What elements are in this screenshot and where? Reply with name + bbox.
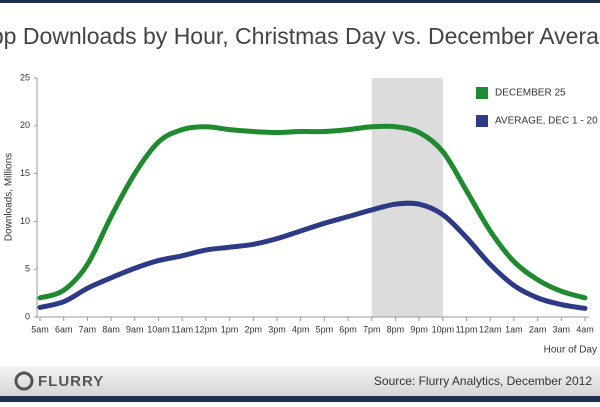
y-tick-label: 0 (25, 311, 30, 321)
x-tick-label: 10pm (432, 324, 455, 334)
y-axis-label: Downloads, Millions (4, 153, 15, 241)
y-tick-label: 5 (25, 264, 30, 274)
x-tick-label: 7am (79, 324, 97, 334)
x-tick-label: 5pm (316, 324, 334, 334)
x-tick-label: 7pm (363, 324, 381, 334)
y-tick-label: 20 (20, 120, 30, 130)
y-tick-label: 10 (20, 216, 30, 226)
x-tick-label: 12pm (195, 324, 218, 334)
x-tick-label: 9am (126, 324, 144, 334)
x-tick-label: 11pm (456, 324, 478, 334)
bottom-stripe (0, 396, 600, 402)
x-tick-label: 4pm (292, 324, 310, 334)
x-tick-label: 12am (479, 324, 502, 334)
x-tick-label: 10am (147, 324, 170, 334)
legend-label: AVERAGE, DEC 1 - 20 (495, 116, 598, 127)
x-tick-label: 2pm (245, 324, 263, 334)
series-line (37, 200, 588, 311)
x-axis-label: Hour of Day (544, 345, 597, 356)
band-layer (371, 78, 443, 317)
x-tick-label: 5am (31, 324, 49, 334)
chart-title: App Downloads by Hour, Christmas Day vs.… (0, 23, 600, 49)
source-note: Source: Flurry Analytics, December 2012 (374, 374, 592, 388)
x-tick-label: 4am (576, 324, 594, 334)
x-tick-label: 2am (529, 324, 547, 334)
series-line (37, 123, 588, 301)
legend-swatch (476, 115, 488, 127)
x-tick-label: 9pm (410, 324, 428, 334)
x-tick-label: 8am (102, 324, 120, 334)
x-tick-label: 1pm (221, 324, 239, 334)
logo-icon (14, 371, 34, 391)
legend-swatch (476, 87, 488, 99)
logo: FLURRY (38, 373, 104, 390)
legend-label: DECEMBER 25 (495, 88, 566, 99)
x-tick-label: 1am (505, 324, 523, 334)
x-tick-label: 3pm (268, 324, 286, 334)
top-stripe (0, 0, 600, 3)
y-tick-label: 25 (20, 72, 30, 82)
highlight-band (371, 78, 443, 317)
x-tick-label: 6pm (339, 324, 357, 334)
y-tick-label: 15 (20, 168, 30, 178)
x-tick-label: 8pm (387, 324, 405, 334)
x-tick-label: 6am (55, 324, 73, 334)
x-tick-label: 11am (171, 324, 193, 334)
x-tick-label: 3am (553, 324, 571, 334)
footer-bar (0, 366, 600, 396)
